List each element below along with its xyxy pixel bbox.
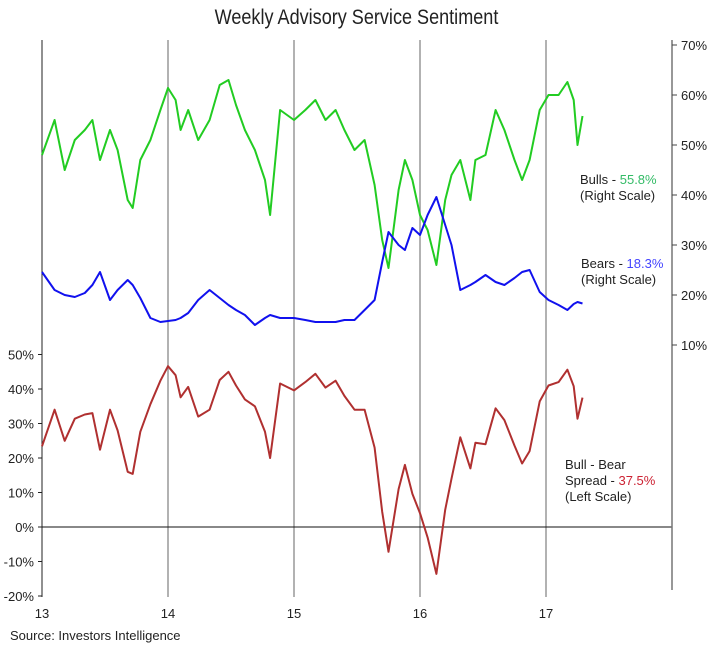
bears-legend-note: (Right Scale) [581, 272, 657, 287]
spread-legend-note: (Left Scale) [565, 489, 632, 504]
left-tick-label: 20% [8, 451, 34, 466]
left-tick-label: 40% [8, 382, 34, 397]
bears-legend-value: 18.3% [626, 256, 664, 271]
right-tick-label: 40% [681, 188, 707, 203]
right-tick-label: 60% [681, 88, 707, 103]
x-tick-label: 16 [413, 606, 427, 621]
left-tick-label: 10% [8, 486, 34, 501]
right-tick-label: 20% [681, 288, 707, 303]
left-tick-label: -10% [4, 555, 35, 570]
chart-title: Weekly Advisory Service Sentiment [214, 6, 499, 29]
right-tick-label: 50% [681, 138, 707, 153]
spread-line [41, 365, 584, 575]
bulls-legend-value: 55.8% [619, 172, 657, 187]
bulls-legend: Bulls - 55.8% (Right Scale) [580, 172, 657, 204]
bulls-line [41, 79, 584, 269]
right-tick-label: 70% [681, 38, 707, 53]
right-tick-label: 30% [681, 238, 707, 253]
spread-legend: Bull - Bear Spread - 37.5% (Left Scale) [565, 457, 655, 505]
bears-legend-prefix: Bears - [581, 256, 627, 271]
x-tick-label: 15 [287, 606, 301, 621]
right-tick-label: 10% [681, 338, 707, 353]
left-tick-label: -20% [4, 589, 35, 604]
spread-legend-prefix: Bull - Bear [565, 457, 626, 472]
bears-line [41, 196, 583, 326]
bulls-legend-prefix: Bulls - [580, 172, 620, 187]
x-tick-label: 17 [539, 606, 553, 621]
bears-legend: Bears - 18.3% (Right Scale) [581, 256, 663, 288]
left-tick-label: 0% [15, 520, 34, 535]
spread-legend-value: 37.5% [618, 473, 656, 488]
x-tick-label: 13 [35, 606, 49, 621]
left-tick-label: 50% [8, 348, 34, 363]
bulls-legend-note: (Right Scale) [580, 188, 656, 203]
spread-legend-prefix2: Spread - [565, 473, 619, 488]
source-note: Source: Investors Intelligence [10, 628, 181, 643]
x-tick-label: 14 [161, 606, 175, 621]
left-tick-label: 30% [8, 417, 34, 432]
